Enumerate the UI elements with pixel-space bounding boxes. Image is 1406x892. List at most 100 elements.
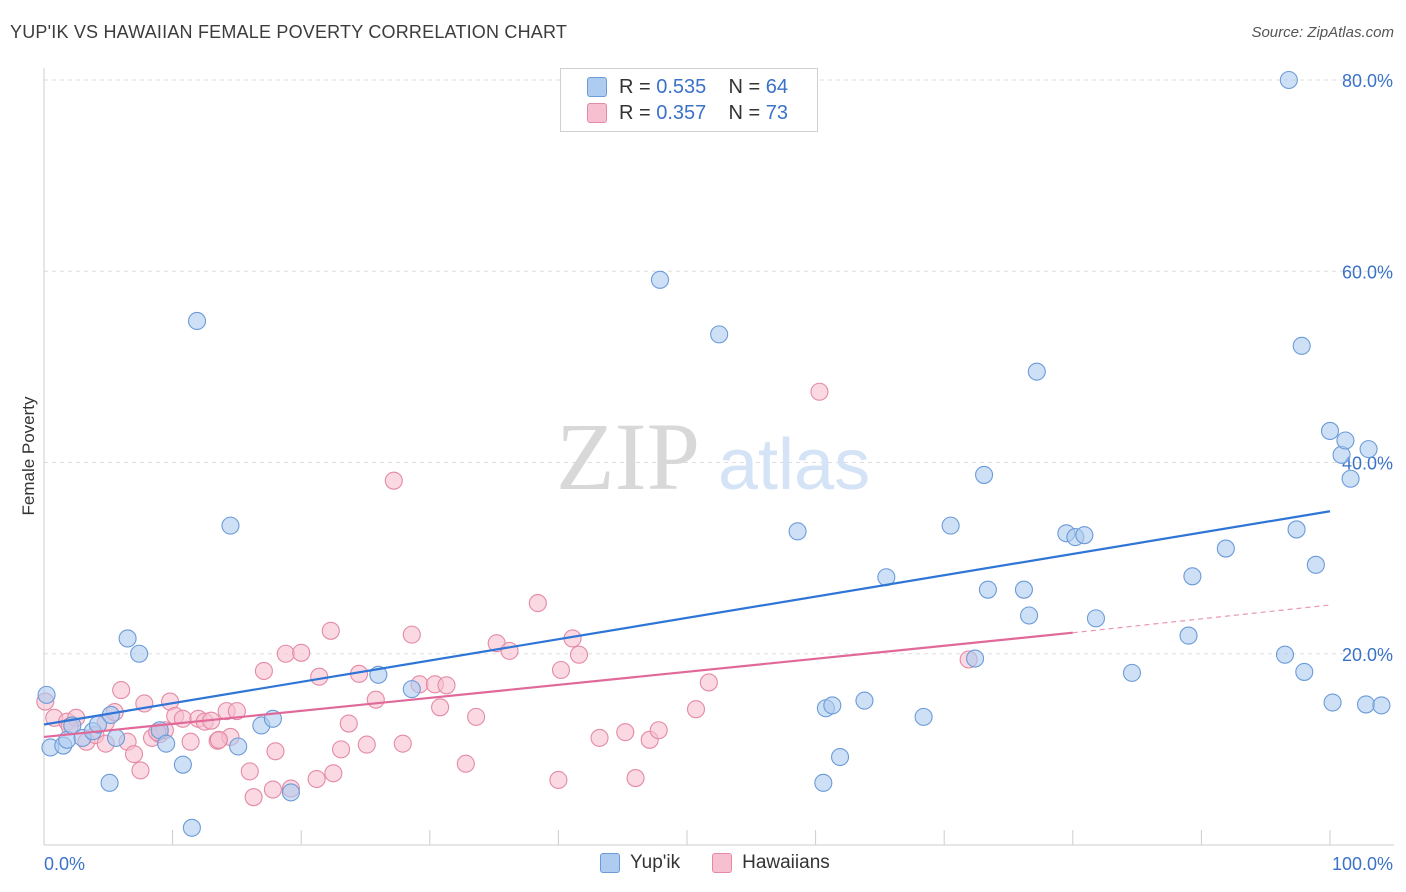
legend-label: Yup'ik	[630, 852, 681, 873]
yupik-point	[1320, 421, 1340, 440]
hawaiians-point	[357, 735, 376, 754]
hawaiians-point	[384, 471, 403, 490]
yupik-point	[1341, 469, 1360, 488]
yupik-points	[37, 70, 1391, 837]
hawaiians-point	[616, 723, 635, 742]
yupik-point	[1027, 362, 1046, 381]
yupik-point	[1287, 520, 1306, 539]
x-ticks	[172, 830, 1331, 845]
hawaiians-point	[467, 707, 486, 726]
hawaiians-swatch	[712, 853, 733, 873]
hawaiians-point	[626, 769, 645, 788]
yupik-point	[710, 325, 729, 344]
yupik-point	[1372, 696, 1391, 715]
r-label: R =	[619, 75, 651, 98]
yupik-point	[1356, 695, 1376, 714]
hawaiians-point	[266, 742, 285, 761]
n-value: 73	[765, 101, 789, 124]
yupik-point	[118, 629, 137, 648]
yupik-point	[1323, 693, 1342, 712]
hawaiians-point	[366, 690, 385, 709]
yupik-point	[100, 773, 119, 792]
yupik-point	[1179, 626, 1198, 645]
yupik-point	[1020, 606, 1039, 625]
yupik-point	[130, 644, 149, 663]
yupik-point	[157, 734, 176, 753]
r-label: R =	[619, 101, 651, 124]
yupik-point	[1295, 662, 1314, 681]
yupik-point	[173, 755, 192, 774]
y-tick-label: 40.0%	[1342, 454, 1393, 474]
y-tick-label: 60.0%	[1342, 262, 1393, 282]
hawaiians-points	[36, 382, 978, 807]
yupik-point	[788, 522, 807, 541]
watermark-atlas: atlas	[718, 425, 870, 505]
watermark-zip: ZIP	[556, 403, 700, 510]
hawaiians-point	[240, 762, 259, 781]
yupik-point	[978, 580, 997, 599]
hawaiians-point	[810, 382, 829, 401]
yupik-point	[402, 680, 421, 699]
hawaiians-point	[500, 641, 519, 660]
hawaiians-point	[209, 730, 228, 749]
yupik-point	[1122, 663, 1142, 682]
n-label: N =	[728, 101, 761, 124]
legend-row-yupik: R = 0.535 N = 64	[587, 75, 788, 99]
hawaiians-point	[124, 745, 144, 764]
n-value: 64	[765, 75, 789, 98]
hawaiians-point	[292, 643, 311, 662]
y-tick-labels: 20.0% 40.0% 60.0% 80.0%	[1342, 71, 1393, 665]
hawaiians-point	[437, 676, 456, 695]
y-tick-label: 80.0%	[1342, 71, 1393, 91]
legend-label: Hawaiians	[742, 852, 830, 873]
r-value: 0.357	[656, 101, 707, 124]
yupik-point	[1279, 70, 1298, 90]
legend-item-yupik[interactable]: Yup'ik	[600, 852, 680, 874]
yupik-point	[1086, 609, 1105, 628]
yupik-point	[187, 311, 207, 331]
yupik-point	[1306, 555, 1325, 574]
yupik-point	[1292, 336, 1311, 355]
hawaiians-point	[332, 740, 351, 759]
hawaiians-point	[276, 644, 295, 663]
hawaiians-trend-line	[43, 631, 1073, 739]
yupik-point	[975, 465, 994, 484]
yupik-point	[182, 818, 201, 837]
hawaiians-point	[528, 594, 547, 613]
hawaiians-point	[227, 702, 246, 721]
hawaiians-point	[244, 788, 263, 807]
hawaiians-point	[321, 621, 340, 640]
n-label: N =	[728, 75, 761, 98]
hawaiians-point	[181, 732, 200, 751]
yupik-swatch	[587, 77, 607, 97]
yupik-point	[914, 707, 933, 726]
yupik-point	[1183, 567, 1202, 586]
hawaiians-point	[393, 734, 412, 753]
hawaiians-point	[649, 721, 668, 740]
hawaiians-point	[699, 673, 718, 692]
yupik-trend-line	[43, 510, 1331, 726]
axes	[43, 68, 1394, 846]
yupik-point	[1336, 431, 1355, 450]
hawaiians-point	[254, 661, 273, 681]
hawaiians-point	[590, 728, 609, 747]
r-value: 0.535	[656, 75, 707, 98]
y-tick-label: 20.0%	[1342, 645, 1393, 665]
yupik-point	[650, 270, 670, 289]
yupik-point	[830, 747, 850, 767]
series-legend: Yup'ik Hawaiians	[600, 852, 862, 874]
legend-item-hawaiians[interactable]: Hawaiians	[712, 852, 830, 874]
hawaiians-trend-extension	[1072, 604, 1331, 634]
hawaiians-point	[549, 770, 568, 790]
yupik-point	[1216, 539, 1235, 558]
yupik-point	[941, 516, 960, 535]
yupik-point	[106, 728, 126, 747]
trend-lines	[43, 510, 1331, 739]
yupik-point	[1014, 580, 1033, 599]
yupik-point	[221, 516, 240, 535]
yupik-point	[855, 691, 874, 710]
yupik-point	[1359, 440, 1378, 459]
yupik-point	[966, 649, 985, 668]
yupik-point	[1275, 645, 1295, 664]
